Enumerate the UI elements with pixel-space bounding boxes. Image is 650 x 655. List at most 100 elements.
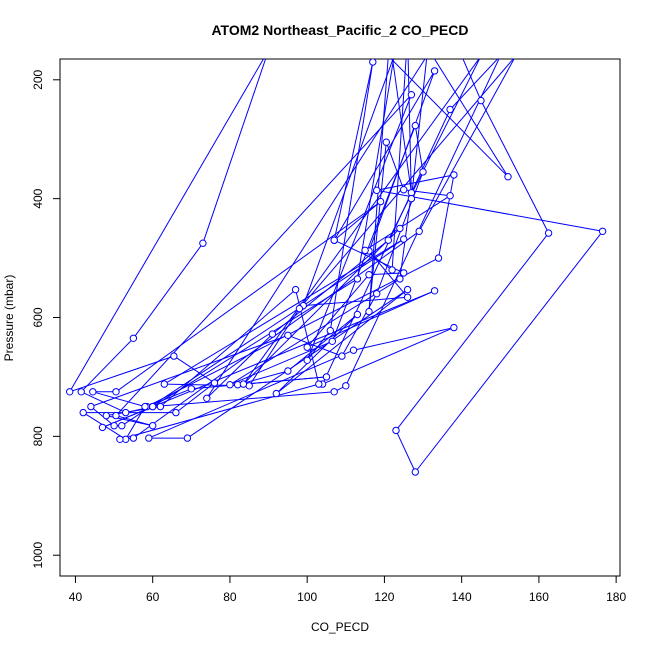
series-segment [368,142,387,312]
series-segment [287,334,343,357]
data-point [149,422,157,430]
x-tick-label: 100 [297,590,317,604]
data-point [544,229,553,237]
series-segment [341,293,378,357]
data-point [373,186,381,195]
data-point [129,434,138,442]
data-point [187,385,196,393]
series-segment [92,391,146,408]
series-segment [306,94,412,361]
series-segment [353,327,455,351]
x-tick-label: 80 [223,590,237,604]
series-segment [368,250,408,298]
data-point [284,331,292,339]
series-segment [133,230,420,439]
data-point [98,423,107,432]
data-point [400,269,408,277]
data-point [450,323,458,332]
series-segment [418,59,515,232]
series-segment [322,109,451,385]
data-point [303,356,311,364]
data-point [434,254,443,262]
y-tick-label: 1000 [31,542,45,569]
data-point [382,138,390,146]
series-segment [206,59,426,399]
data-point [210,379,219,387]
series-group [66,59,607,476]
data-point [328,337,336,345]
data-point [145,434,153,442]
data-point [79,408,87,417]
series-segment [333,61,374,241]
series-segment [462,59,482,101]
data-point [353,275,362,283]
series-segment [364,195,451,251]
data-point [369,59,377,66]
data-point [226,381,234,389]
series-segment [303,296,408,307]
data-point [122,408,130,417]
data-point [407,194,416,203]
series-segment [206,333,273,399]
y-tick-label: 200 [31,69,45,89]
data-point [303,343,311,351]
series-segment [287,314,358,372]
series-segment [391,59,407,271]
x-tick-label: 40 [69,590,83,604]
data-point [373,290,381,298]
data-point [322,373,331,381]
series-segment [90,406,115,427]
x-tick-label: 140 [452,590,472,604]
series-segment [438,174,455,259]
data-point [102,411,111,420]
series-segment [175,382,215,413]
x-axis: 40 60 80 100 120 140 160 180 [69,575,626,604]
data-point [330,388,338,396]
series-segment [480,100,550,234]
data-point [342,382,350,390]
data-point [156,402,165,411]
x-axis-label: CO_PECD [311,620,369,634]
series-segment [333,201,381,241]
y-tick-label: 400 [31,188,45,208]
chart-title: ATOM2 Northeast_Pacific_2 CO_PECD [211,22,468,38]
data-point [149,402,157,411]
series-segment [387,59,481,241]
data-point [89,388,97,396]
series-segment [160,289,296,407]
data-point [411,468,419,476]
data-point [110,422,118,430]
x-tick-label: 60 [146,590,160,604]
series-segment [115,201,381,393]
series-segment [414,230,603,473]
data-point [353,310,362,319]
series-segment [433,59,509,177]
series-segment [80,337,134,393]
series-segment [395,232,549,431]
series-segment [306,330,331,361]
data-point [388,266,396,274]
data-point [77,388,85,396]
series-segment [368,272,404,276]
data-point [87,402,95,411]
data-point [400,186,408,194]
data-point [376,197,385,206]
series-segment [69,59,264,393]
x-tick-label: 120 [374,590,394,604]
series-segment [242,59,480,385]
series-segment [148,349,354,439]
data-point [141,402,149,411]
data-point [411,121,419,130]
data-point [160,380,169,388]
y-axis-label: Pressure (mbar) [2,275,16,362]
series-segment [376,174,454,191]
data-point [446,105,454,114]
data-point [400,235,408,243]
data-point [403,285,412,294]
data-point [361,246,369,255]
data-point [199,239,207,247]
series-segment [152,391,335,408]
data-point [116,435,124,443]
series-segment [302,59,394,306]
series-segment [115,94,412,416]
